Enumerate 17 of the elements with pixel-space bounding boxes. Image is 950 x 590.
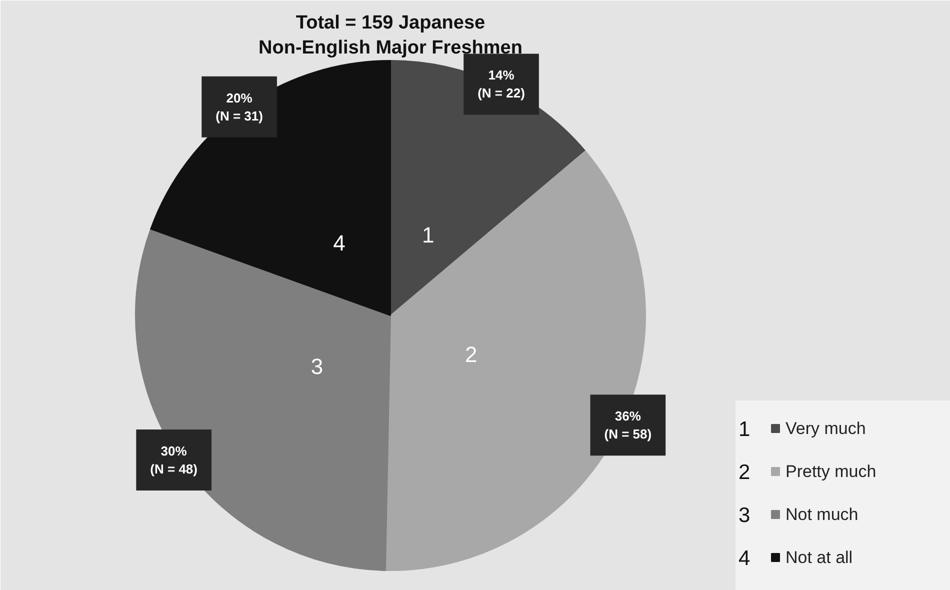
legend-label: Very much	[786, 419, 866, 438]
chart-title: Total = 159 Japanese Non-English Major Freshmen	[258, 12, 522, 59]
legend-label: Not at all	[786, 548, 853, 567]
text: 2	[464, 342, 478, 367]
data-label: 30% (N = 48)	[150, 444, 198, 477]
data-label: 14% (N = 22)	[478, 68, 525, 101]
data-label: 36% (N = 58)	[604, 408, 652, 442]
data-label: 20% (N = 31)	[216, 90, 263, 124]
legend-label: Not much	[786, 505, 858, 524]
legend-label: Pretty much	[786, 462, 876, 481]
text: 3	[310, 354, 324, 380]
text: 4	[738, 547, 750, 570]
text: 4	[333, 230, 346, 256]
text: 3	[738, 504, 750, 527]
text: 1	[738, 418, 750, 441]
text: 2	[738, 461, 750, 484]
text: 1	[422, 222, 434, 248]
